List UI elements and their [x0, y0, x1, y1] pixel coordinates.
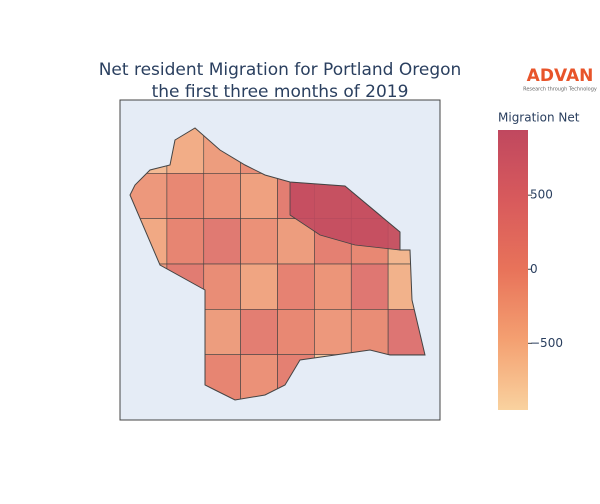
- region: [240, 354, 278, 400]
- region: [166, 218, 205, 265]
- colorbar-tick-label: −500: [530, 336, 563, 350]
- region: [277, 309, 315, 355]
- region: [203, 309, 241, 355]
- colorbar-tick-label: 500: [530, 188, 553, 202]
- colorbar: [498, 130, 528, 410]
- colorbar-tick-label: 0: [530, 262, 538, 276]
- colorbar-title: Migration Net: [498, 111, 580, 125]
- region: [277, 263, 315, 310]
- city-outline: [129, 127, 426, 401]
- region: [314, 309, 352, 355]
- logo-tagline: Research through Technology: [523, 87, 597, 93]
- region: [350, 309, 389, 355]
- region: [350, 263, 389, 310]
- region: [314, 263, 352, 310]
- region: [240, 218, 278, 265]
- title-line: the first three months of 2019: [152, 82, 409, 102]
- region: [240, 309, 278, 355]
- region: [240, 263, 278, 310]
- region: [203, 263, 241, 310]
- region: [240, 173, 278, 219]
- region: [203, 173, 241, 219]
- region: [166, 173, 205, 219]
- title-line: Net resident Migration for Portland Oreg…: [99, 60, 462, 80]
- logo: ADVAN: [527, 66, 594, 86]
- region: [203, 218, 241, 265]
